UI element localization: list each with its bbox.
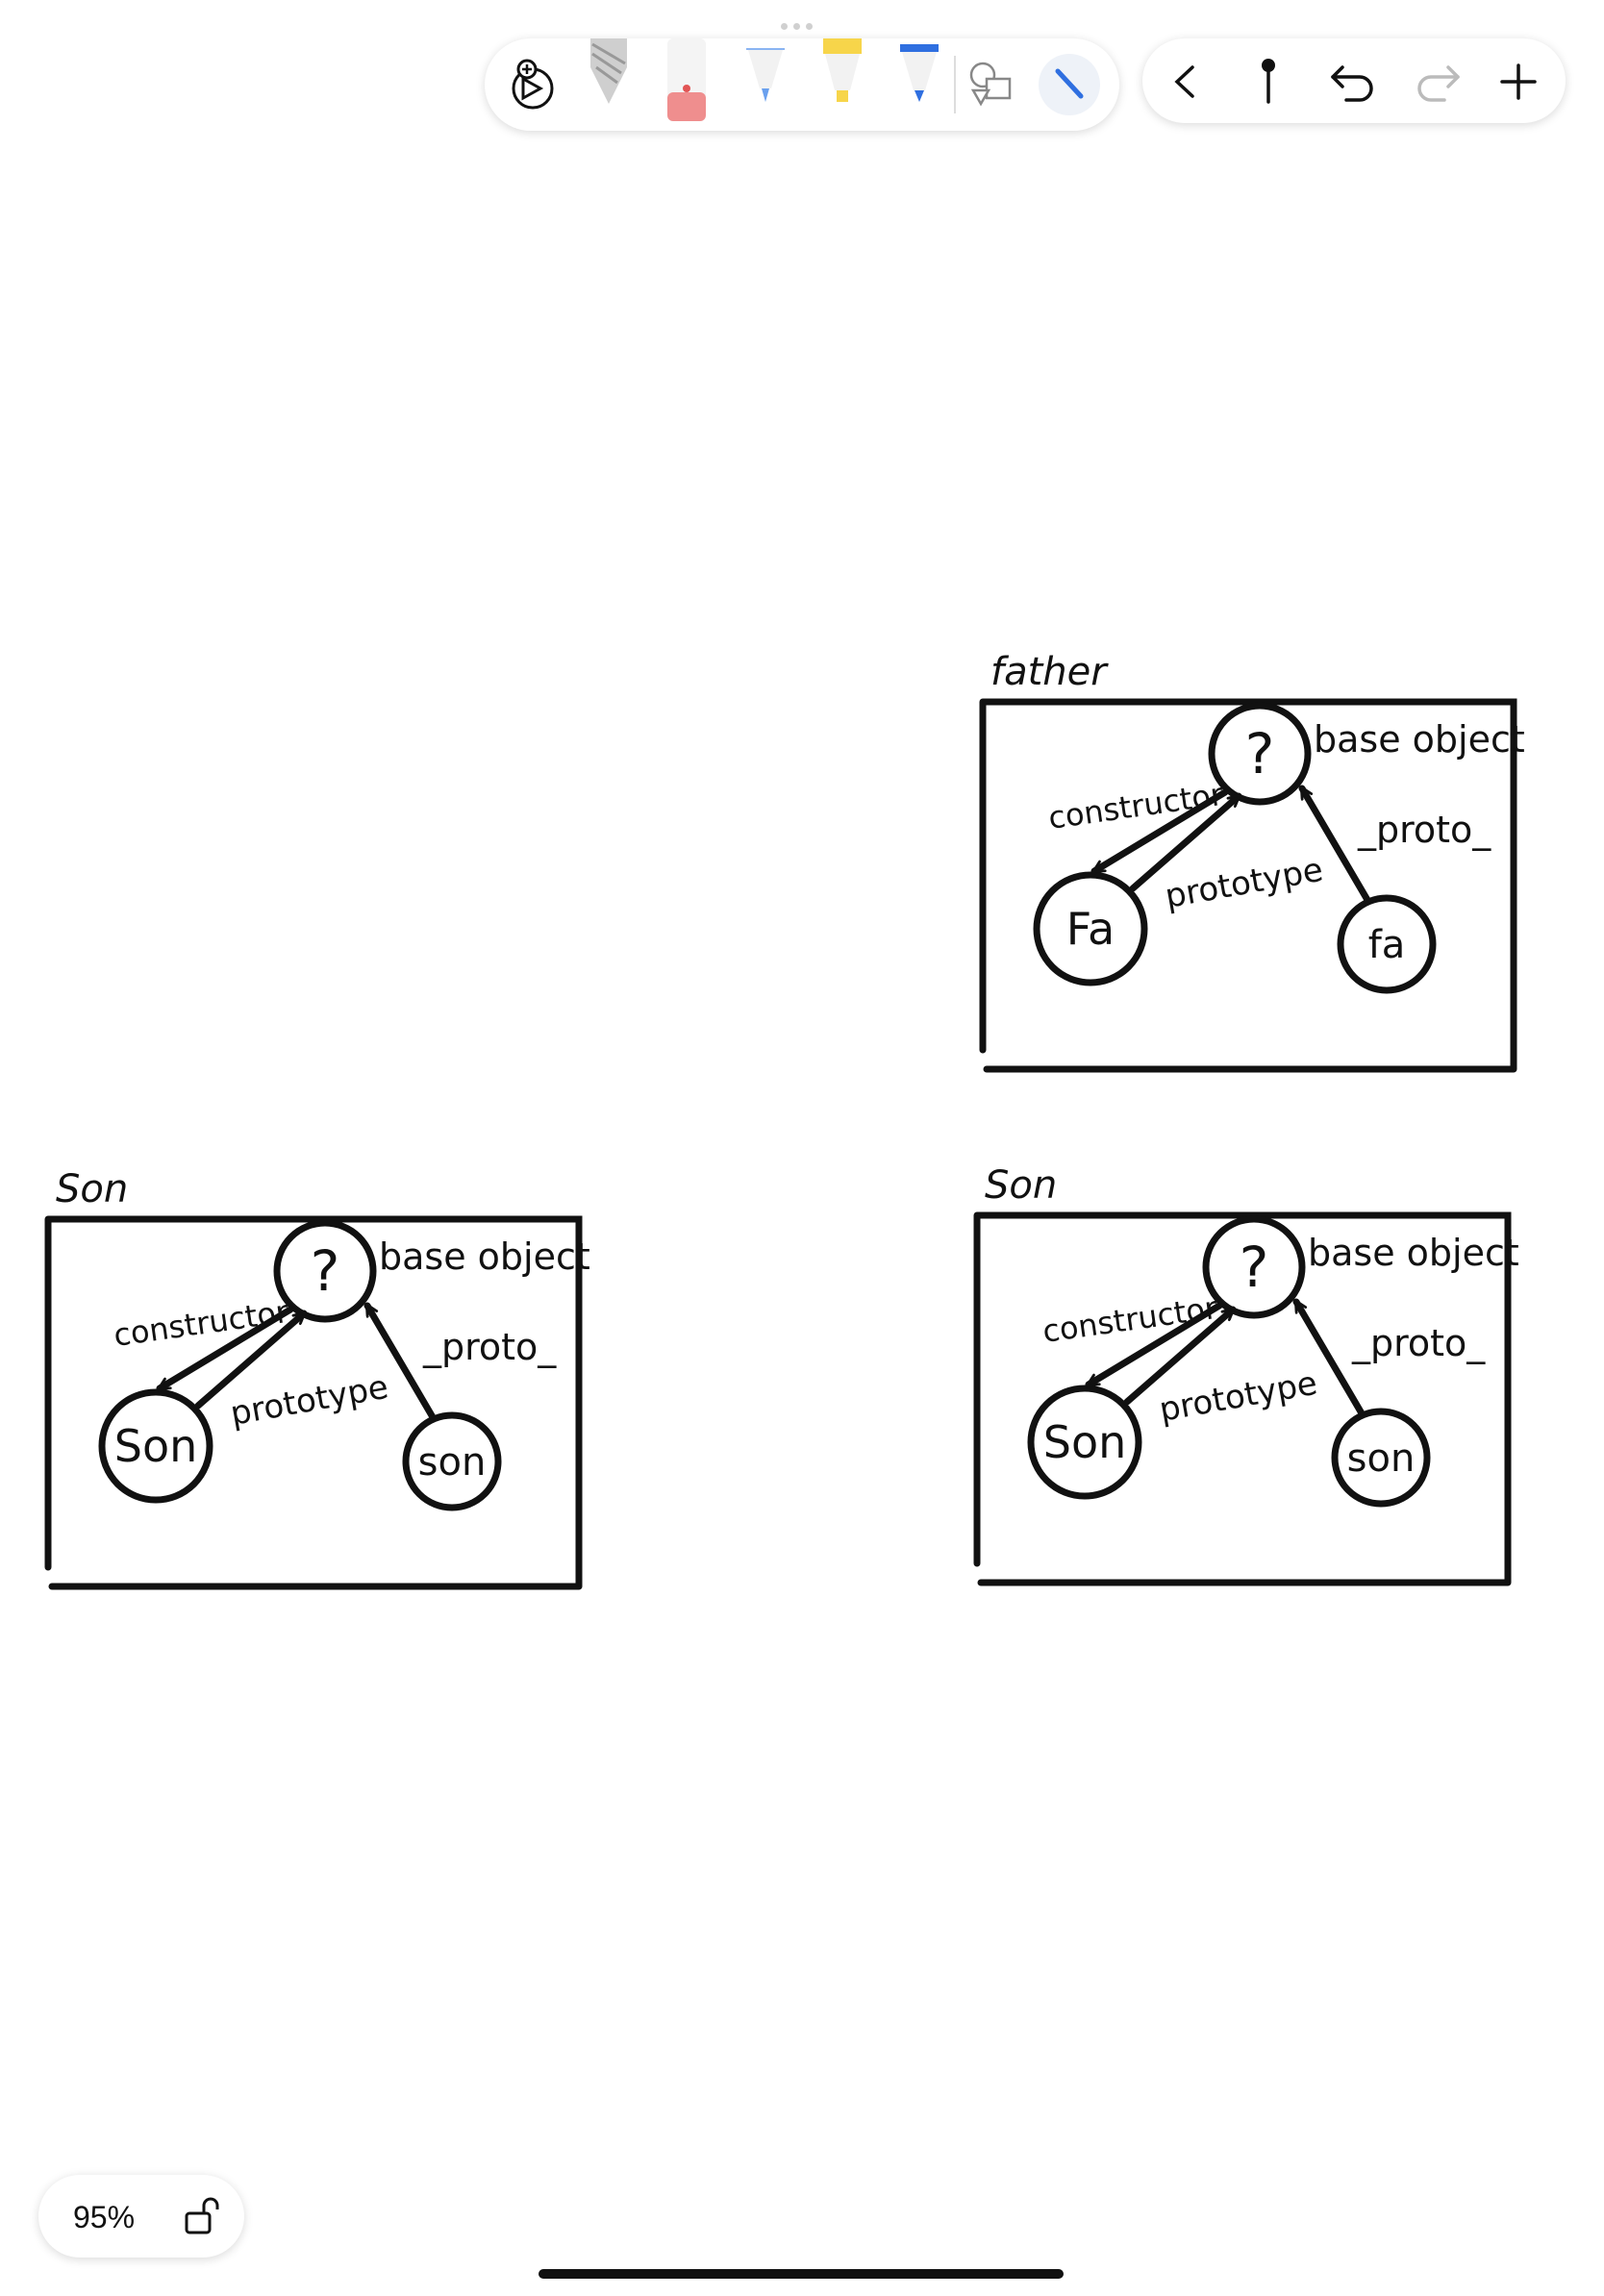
diagram-title: Son bbox=[985, 1163, 1057, 1208]
diagram-title: Son bbox=[56, 1167, 128, 1211]
instance-node bbox=[402, 1411, 502, 1511]
instance-node bbox=[1337, 894, 1437, 994]
prototype-arrow bbox=[1123, 1306, 1237, 1406]
pen-selected-icon[interactable] bbox=[1037, 52, 1102, 122]
constructor-arrow bbox=[1094, 788, 1229, 875]
instance-node-label: son bbox=[1347, 1436, 1416, 1481]
proto-arrow bbox=[363, 1306, 437, 1421]
instance-node-label: fa bbox=[1368, 923, 1406, 967]
pin-icon[interactable] bbox=[1244, 54, 1292, 112]
instance-node-label: son bbox=[418, 1440, 487, 1485]
undo-icon[interactable] bbox=[1327, 58, 1381, 111]
tool-palette bbox=[485, 38, 1119, 131]
base-object-symbol: ? bbox=[1240, 1235, 1269, 1300]
back-icon[interactable] bbox=[1162, 58, 1210, 111]
proto-edge-label: _proto_ bbox=[422, 1326, 557, 1368]
eraser-icon[interactable] bbox=[665, 38, 708, 130]
prototype-edge-label: prototype bbox=[1157, 1364, 1320, 1430]
proto-edge-label: _proto_ bbox=[1357, 809, 1491, 851]
instance-node bbox=[1331, 1408, 1431, 1508]
base-object-node bbox=[1202, 1215, 1306, 1319]
diagram-frame bbox=[973, 1211, 1512, 1586]
pencil-icon[interactable] bbox=[587, 38, 631, 111]
base-object-node bbox=[273, 1219, 377, 1323]
diagram-frame bbox=[979, 698, 1517, 1073]
constructor-arrow bbox=[160, 1306, 294, 1392]
marker-icon[interactable] bbox=[898, 38, 940, 111]
shapes-icon[interactable] bbox=[967, 60, 1015, 112]
constructor-node-label: Fa bbox=[1066, 903, 1115, 955]
prototype-edge-label: prototype bbox=[1163, 851, 1326, 916]
constructor-node-label: Son bbox=[114, 1420, 198, 1472]
prototype-edge-label: prototype bbox=[228, 1368, 391, 1434]
constructor-node bbox=[1027, 1385, 1142, 1500]
base-object-label: base object bbox=[379, 1235, 590, 1278]
base-object-symbol: ? bbox=[1245, 721, 1275, 786]
proto-arrow bbox=[1298, 788, 1371, 904]
constructor-arrow bbox=[1089, 1302, 1223, 1388]
base-object-label: base object bbox=[1308, 1232, 1519, 1274]
prototype-arrow bbox=[1129, 792, 1242, 892]
redo-icon[interactable] bbox=[1410, 58, 1464, 111]
zoom-level[interactable]: 95% bbox=[73, 2200, 136, 2234]
proto-arrow bbox=[1292, 1302, 1366, 1417]
home-indicator[interactable] bbox=[539, 2269, 1064, 2279]
highlighter-icon[interactable] bbox=[821, 38, 864, 111]
toolbar-divider bbox=[954, 56, 956, 113]
base-object-node bbox=[1208, 702, 1312, 806]
fine-pen-icon[interactable] bbox=[744, 38, 787, 111]
drawing-lasso-icon[interactable] bbox=[510, 56, 560, 118]
add-icon[interactable] bbox=[1494, 58, 1542, 111]
constructor-node bbox=[98, 1388, 213, 1504]
constructor-node-label: Son bbox=[1043, 1416, 1127, 1468]
diagram-frame bbox=[44, 1215, 583, 1590]
proto-edge-label: _proto_ bbox=[1351, 1322, 1486, 1364]
zoom-control[interactable]: 95% bbox=[38, 2175, 244, 2258]
toolbar-grabber[interactable] bbox=[781, 17, 823, 30]
base-object-label: base object bbox=[1314, 718, 1525, 761]
prototype-arrow bbox=[194, 1310, 308, 1410]
unlock-icon[interactable] bbox=[183, 2196, 225, 2243]
diagram-title: father bbox=[990, 650, 1109, 694]
constructor-node bbox=[1033, 871, 1148, 986]
base-object-symbol: ? bbox=[311, 1238, 340, 1304]
navigation-bar bbox=[1142, 38, 1566, 123]
